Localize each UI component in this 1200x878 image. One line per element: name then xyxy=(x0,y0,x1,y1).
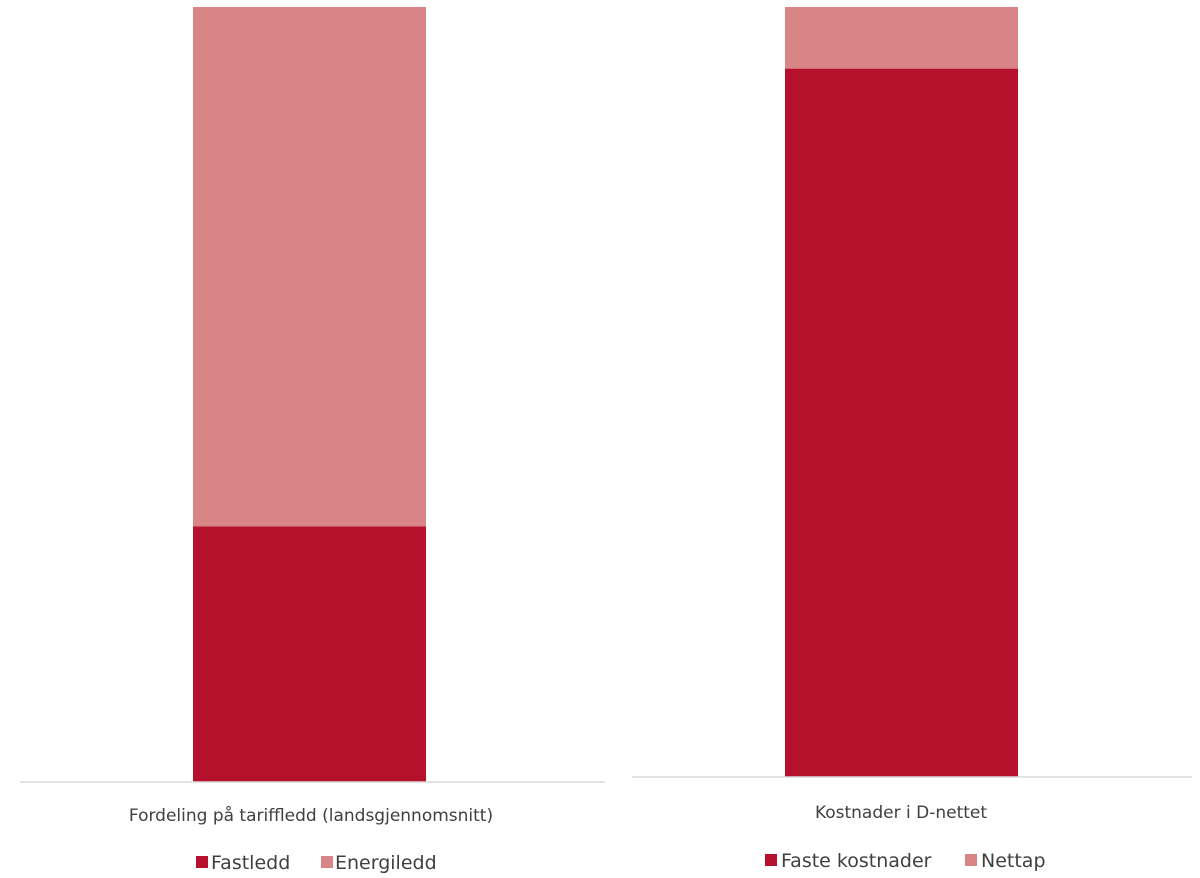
chart-kostnader: Kostnader i D-nettet Faste kostnader Net… xyxy=(632,7,1192,872)
category-label: Kostnader i D-nettet xyxy=(815,803,987,823)
bar-segment-fastledd xyxy=(193,526,426,782)
bar-segment-faste-kostnader xyxy=(785,68,1018,778)
legend: Faste kostnader Nettap xyxy=(765,850,1046,872)
legend-label-fastledd: Fastledd xyxy=(211,852,290,874)
legend-swatch-energiledd xyxy=(321,856,333,868)
bar-segment-energiledd xyxy=(193,7,426,527)
bar-segment-nettap xyxy=(785,7,1018,69)
legend-label-faste-kostnader: Faste kostnader xyxy=(781,850,932,872)
legend-label-nettap: Nettap xyxy=(981,850,1046,872)
category-label: Fordeling på tariffledd (landsgjennomsni… xyxy=(129,805,493,826)
bars-kostnader xyxy=(785,7,1018,778)
chart-fordeling: Fordeling på tariffledd (landsgjennomsni… xyxy=(20,7,605,874)
legend-swatch-nettap xyxy=(965,854,977,866)
legend: Fastledd Energiledd xyxy=(196,852,437,874)
legend-label-energiledd: Energiledd xyxy=(335,852,437,874)
legend-swatch-fastledd xyxy=(196,856,208,868)
bars-fordeling xyxy=(193,7,426,782)
legend-swatch-faste-kostnader xyxy=(765,854,777,866)
